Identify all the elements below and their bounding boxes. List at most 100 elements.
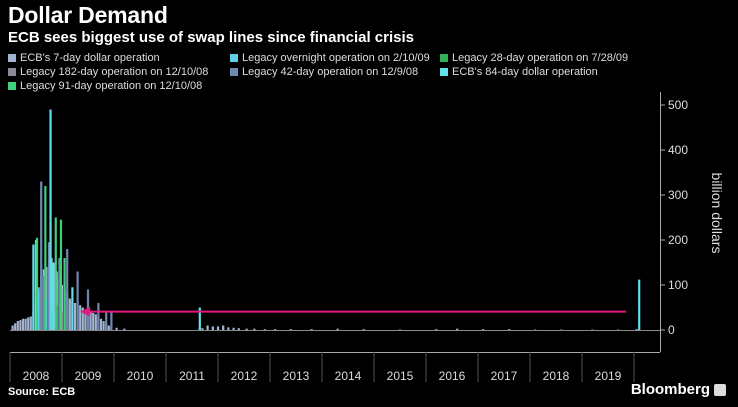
x-tick-label-11: 2019 — [595, 369, 622, 383]
bar-s6-0 — [35, 237, 39, 330]
bar-s6-3 — [59, 219, 63, 330]
bar-s0-27 — [81, 307, 84, 330]
bar-s0-6 — [27, 317, 30, 330]
bar-s0-42 — [201, 328, 204, 330]
bar-s0-55 — [310, 329, 313, 330]
legend-item-4: Legacy 42-day operation on 12/9/08 — [230, 66, 418, 78]
legend-label-5: ECB's 84-day dollar operation — [452, 66, 598, 78]
bar-s5-4 — [71, 287, 74, 330]
annotation-arrow-head — [80, 306, 91, 317]
y-tick-label-2: 200 — [668, 233, 688, 247]
page-title: Dollar Demand — [8, 2, 168, 28]
bar-s0-31 — [92, 312, 95, 330]
bar-s4-5 — [76, 271, 79, 330]
bar-s4-7 — [97, 303, 100, 330]
x-tick-label-3: 2011 — [179, 369, 205, 383]
y-tick-label-4: 400 — [668, 143, 688, 157]
bar-s4-1 — [42, 276, 45, 330]
brand-logo: Bloomberg — [630, 381, 710, 398]
legend-item-2: Legacy 28-day operation on 7/28/09 — [440, 52, 628, 64]
bar-s0-59 — [435, 329, 438, 330]
source-note: Source: ECB — [8, 386, 76, 398]
x-tick-label-1: 2009 — [75, 369, 102, 383]
legend-item-6: Legacy 91-day operation on 12/10/08 — [8, 80, 202, 92]
bar-s4-4 — [66, 249, 69, 330]
x-tick-label-4: 2012 — [231, 369, 258, 383]
y-axis-title: billion dollars — [709, 173, 725, 254]
y-tick-label-1: 100 — [668, 278, 688, 292]
bar-s5-3 — [52, 262, 55, 330]
legend-item-1: Legacy overnight operation on 2/10/09 — [230, 52, 430, 64]
bar-s0-5 — [24, 318, 27, 330]
bar-s0-22 — [68, 298, 71, 330]
bar-s0-53 — [274, 329, 277, 330]
bar-s0-43 — [206, 325, 209, 330]
bar-s0-67 — [635, 329, 638, 330]
bar-s0-50 — [245, 328, 248, 330]
bar-s0-57 — [362, 329, 365, 330]
x-tick-label-8: 2016 — [439, 369, 466, 383]
bar-s4-3 — [58, 258, 61, 330]
bar-s1-0 — [37, 287, 40, 330]
bar-s0-39 — [115, 327, 118, 330]
legend-swatch-4 — [230, 68, 238, 76]
legend-item-3: Legacy 182-day operation on 12/10/08 — [8, 66, 208, 78]
bar-s0-49 — [237, 328, 240, 330]
bar-s0-3 — [19, 320, 22, 330]
bar-s0-37 — [107, 325, 110, 330]
bar-s0-61 — [482, 329, 485, 330]
legend-label-1: Legacy overnight operation on 2/10/09 — [242, 52, 430, 64]
bar-s4-8 — [105, 312, 108, 330]
bar-s5-5 — [198, 307, 201, 330]
bar-s0-52 — [263, 329, 266, 330]
bar-s0-56 — [336, 328, 339, 330]
bar-s0-30 — [89, 312, 92, 330]
bar-s0-34 — [99, 318, 103, 330]
bar-s0-4 — [21, 318, 25, 330]
bar-s6-4 — [63, 258, 66, 330]
bar-s0-48 — [232, 327, 235, 330]
legend-swatch-3 — [8, 68, 16, 76]
y-tick-label-3: 300 — [668, 188, 688, 202]
bar-s0-24 — [73, 303, 77, 330]
y-tick-label-5: 500 — [668, 98, 688, 112]
legend-label-3: Legacy 182-day operation on 12/10/08 — [20, 66, 209, 78]
bar-s5-6 — [638, 279, 641, 330]
legend-label-6: Legacy 91-day operation on 12/10/08 — [20, 80, 203, 92]
bar-s0-60 — [456, 328, 459, 330]
bar-s0-1 — [14, 323, 17, 330]
x-tick-label-9: 2017 — [491, 369, 518, 383]
x-tick-label-0: 2008 — [23, 369, 50, 383]
bar-s0-47 — [227, 327, 230, 330]
legend-swatch-5 — [440, 68, 448, 76]
bar-s6-1 — [44, 186, 47, 330]
bar-s0-62 — [508, 329, 511, 330]
legend-item-0: ECB's 7-day dollar operation — [8, 52, 160, 64]
y-tick-label-0: 0 — [668, 323, 675, 337]
legend-item-5: ECB's 84-day dollar operation — [440, 66, 598, 78]
bar-s5-0 — [32, 244, 35, 330]
bar-s0-32 — [94, 314, 97, 330]
x-tick-label-6: 2014 — [335, 369, 362, 383]
legend-swatch-1 — [230, 54, 238, 62]
bar-s0-44 — [211, 326, 214, 330]
legend-swatch-6 — [8, 82, 16, 90]
bar-s0-46 — [222, 325, 225, 330]
bloomberg-icon — [714, 384, 726, 396]
x-tick-label-2: 2010 — [127, 369, 154, 383]
legend-label-0: ECB's 7-day dollar operation — [20, 52, 160, 64]
bar-s0-40 — [123, 328, 126, 330]
bar-s4-9 — [110, 312, 113, 330]
legend-label-2: Legacy 28-day operation on 7/28/09 — [452, 52, 629, 64]
bar-s0-28 — [84, 309, 87, 330]
bar-s0-0 — [11, 325, 14, 330]
bar-s0-35 — [102, 321, 105, 330]
bar-s0-45 — [216, 326, 220, 330]
page-subtitle: ECB sees biggest use of swap lines since… — [8, 29, 414, 46]
bar-s5-2 — [49, 109, 52, 330]
legend-swatch-0 — [8, 54, 16, 62]
legend-swatch-2 — [440, 54, 448, 62]
x-tick-label-5: 2013 — [283, 369, 310, 383]
bar-s4-0 — [40, 181, 43, 330]
